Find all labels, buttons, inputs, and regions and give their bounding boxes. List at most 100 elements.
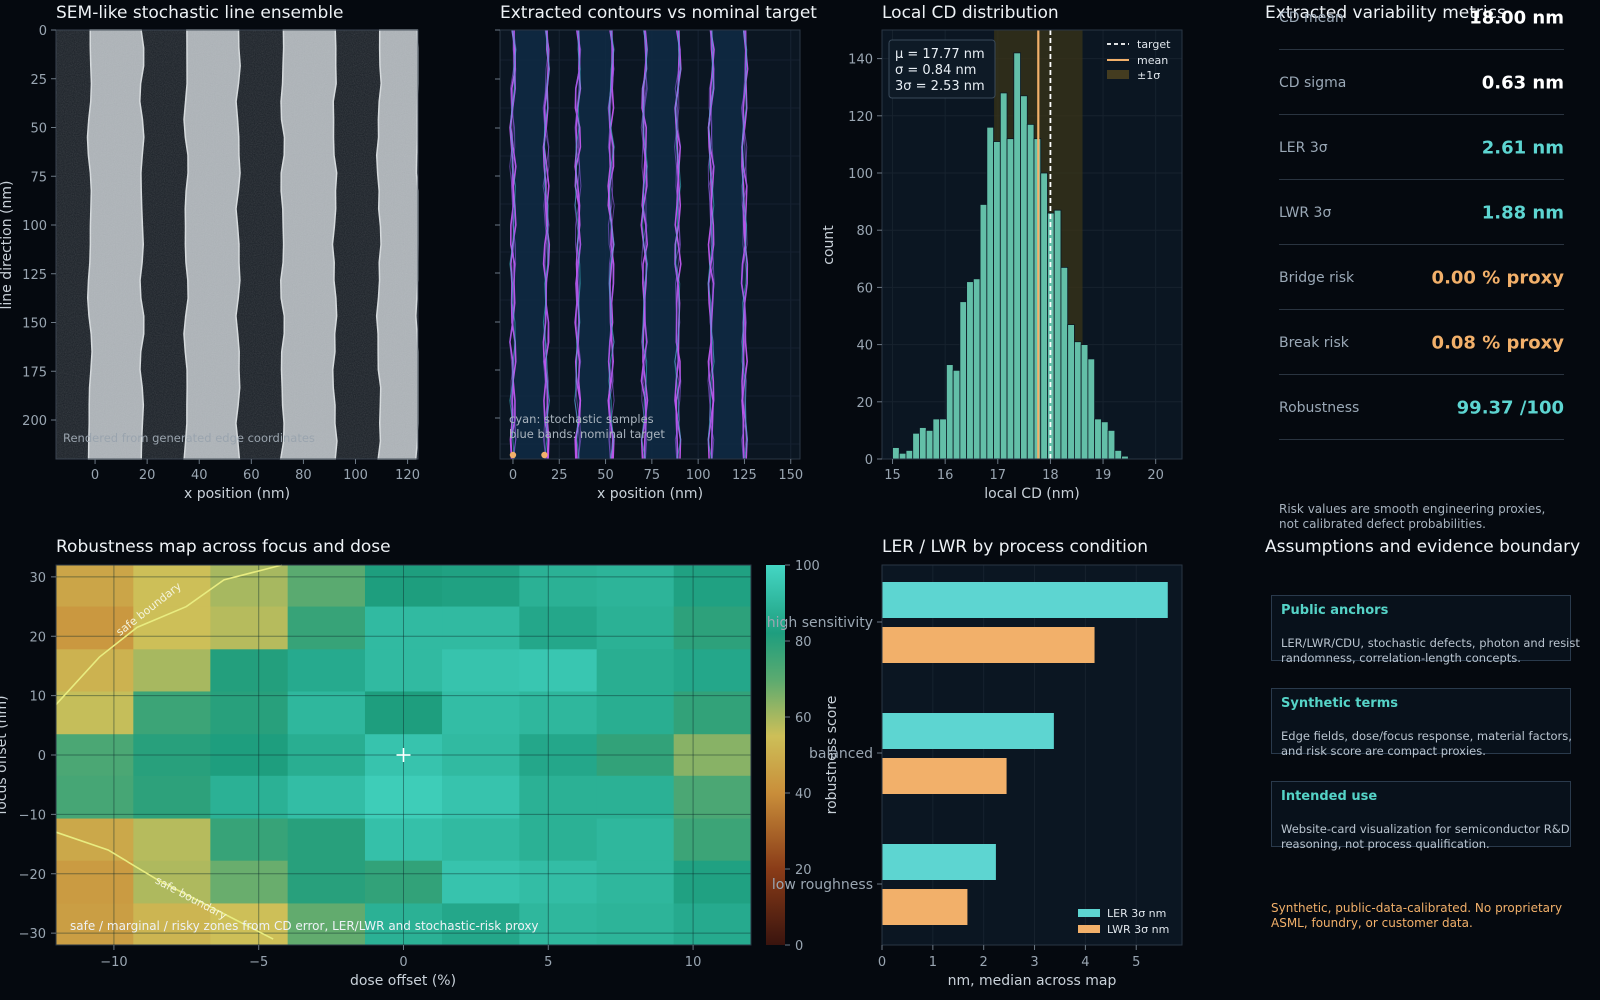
hist-xtick-label: 20 (1147, 468, 1164, 483)
sem-xtick-label: 80 (295, 468, 312, 483)
robustness-xtick-label: 0 (399, 955, 407, 970)
heatmap-cell (364, 649, 443, 692)
heatmap-cell (673, 818, 752, 862)
contour-sample (640, 29, 647, 460)
metric-row: CD sigma 0.63 nm (1279, 50, 1564, 115)
contours-chart: 0 25 50 75 100 125 150 cyan: stochastic sample… (495, 29, 803, 502)
metric-value: 2.61 nm (1481, 137, 1564, 158)
nominal-band (644, 30, 678, 459)
sem-ytick-label: 75 (30, 170, 47, 185)
contour-sample (741, 29, 748, 460)
hist-xtick-label: 19 (1095, 468, 1112, 483)
heatmap-cell (596, 565, 675, 608)
hist-xtick-label: 17 (990, 468, 1007, 483)
nominal-band (577, 30, 612, 459)
heatmap-cell (442, 734, 520, 777)
contours-xtick-label: 50 (597, 468, 614, 483)
ler-xlabel: nm, median across map (948, 973, 1117, 989)
metric-label: LWR 3σ (1279, 204, 1332, 221)
ler-legend-lwr: LWR 3σ nm (1107, 923, 1169, 936)
hist-ytick-label: 60 (856, 281, 873, 296)
colorbar-tick-label: 40 (795, 787, 812, 802)
heatmap-cell (56, 734, 134, 777)
heatmap-cell (133, 649, 211, 692)
heatmap-cell (133, 903, 211, 946)
hist-ytick-label: 20 (856, 396, 873, 411)
heatmap-cell (56, 565, 134, 608)
hist-bar (1020, 95, 1028, 460)
sem-xlabel: x position (nm) (184, 486, 290, 502)
metric-label: Robustness (1279, 399, 1360, 416)
safe-boundary-line (55, 564, 283, 706)
heatmap-cell (596, 775, 675, 820)
heatmap-cell (210, 565, 289, 608)
heatmap-cell (287, 691, 366, 735)
hist-bar (1080, 344, 1089, 460)
heatmap-cell (673, 860, 752, 904)
hist-ylabel: count (821, 225, 837, 265)
heatmap-cell (596, 649, 675, 692)
contour-sample (542, 29, 550, 460)
metric-value: 99.37 /100 (1456, 397, 1564, 418)
heatmap-cell (519, 734, 598, 777)
contours-caption-1: cyan: stochastic samples (509, 412, 654, 426)
contours-caption-2: blue bands: nominal target (509, 427, 665, 441)
hist-xlabel: local CD (nm) (984, 486, 1080, 502)
card-body: Website-card visualization for semicondu… (1281, 822, 1570, 851)
robustness-ytick-label: −30 (19, 927, 46, 942)
heatmap-cell (287, 565, 366, 608)
heatmap-cell (596, 860, 675, 904)
robustness-ytick-label: 20 (29, 630, 46, 645)
contour-sample (607, 29, 615, 460)
contour-sample (641, 29, 648, 460)
heatmap-cell (56, 818, 134, 862)
heatmap-cell (287, 903, 366, 946)
assumptions-footer: Synthetic, public-data-calibrated. No pr… (1271, 901, 1563, 930)
histogram-panel-title: Local CD distribution (882, 3, 1059, 23)
sem-ytick-label: 125 (22, 268, 47, 283)
heatmap-cell (210, 649, 289, 692)
contours-panel-title: Extracted contours vs nominal target (500, 3, 817, 23)
heatmap-cell (673, 565, 752, 608)
hist-bar (1094, 418, 1102, 460)
sem-xtick-label: 0 (91, 468, 99, 483)
hist-bar (972, 278, 981, 460)
ler-xtick-label: 5 (1132, 955, 1140, 970)
sem-xtick-label: 120 (395, 468, 420, 483)
heatmap-cell (442, 860, 520, 904)
heatmap-cell (364, 565, 443, 608)
heatmap-cell (364, 860, 443, 904)
ler-bar (882, 582, 1168, 618)
metric-row: Robustness 99.37 /100 (1279, 375, 1564, 440)
ler-chart: 0 1 2 3 4 5 high sensitivity balanced low roughn… (767, 564, 1183, 989)
hist-bar (939, 418, 947, 460)
hist-bar (932, 418, 941, 460)
heatmap-cell (519, 606, 598, 650)
hist-stat-sigma: σ = 0.84 nm (895, 63, 976, 78)
heatmap-cell (519, 903, 598, 946)
heatmap-cell (442, 565, 520, 608)
heatmap-cell (442, 691, 520, 735)
metrics-title: Extracted variability metrics (1265, 3, 1506, 23)
hist-bar (1013, 52, 1021, 460)
heatmap-cell (133, 606, 211, 650)
hist-bar (993, 141, 1001, 460)
heatmap-cell (673, 649, 752, 692)
card-title: Public anchors (1281, 603, 1389, 618)
heatmap-cell (287, 649, 366, 692)
hist-legend-target: target (1137, 38, 1171, 51)
sem-ytick-label: 0 (39, 24, 47, 39)
ler-xtick-label: 1 (929, 955, 937, 970)
colorbar (766, 565, 785, 945)
hist-bar (905, 450, 914, 460)
heatmap-cell (673, 775, 752, 820)
ler-category-label: balanced (809, 746, 873, 762)
heatmap-cell (596, 818, 675, 862)
heatmap-cell (133, 734, 211, 777)
hist-bar (959, 301, 968, 460)
hist-stats-box (888, 39, 996, 99)
hist-bar (898, 452, 907, 460)
contour-sample (741, 29, 748, 460)
hist-ytick-label: 100 (848, 167, 873, 182)
robustness-xtick-label: 10 (685, 955, 702, 970)
